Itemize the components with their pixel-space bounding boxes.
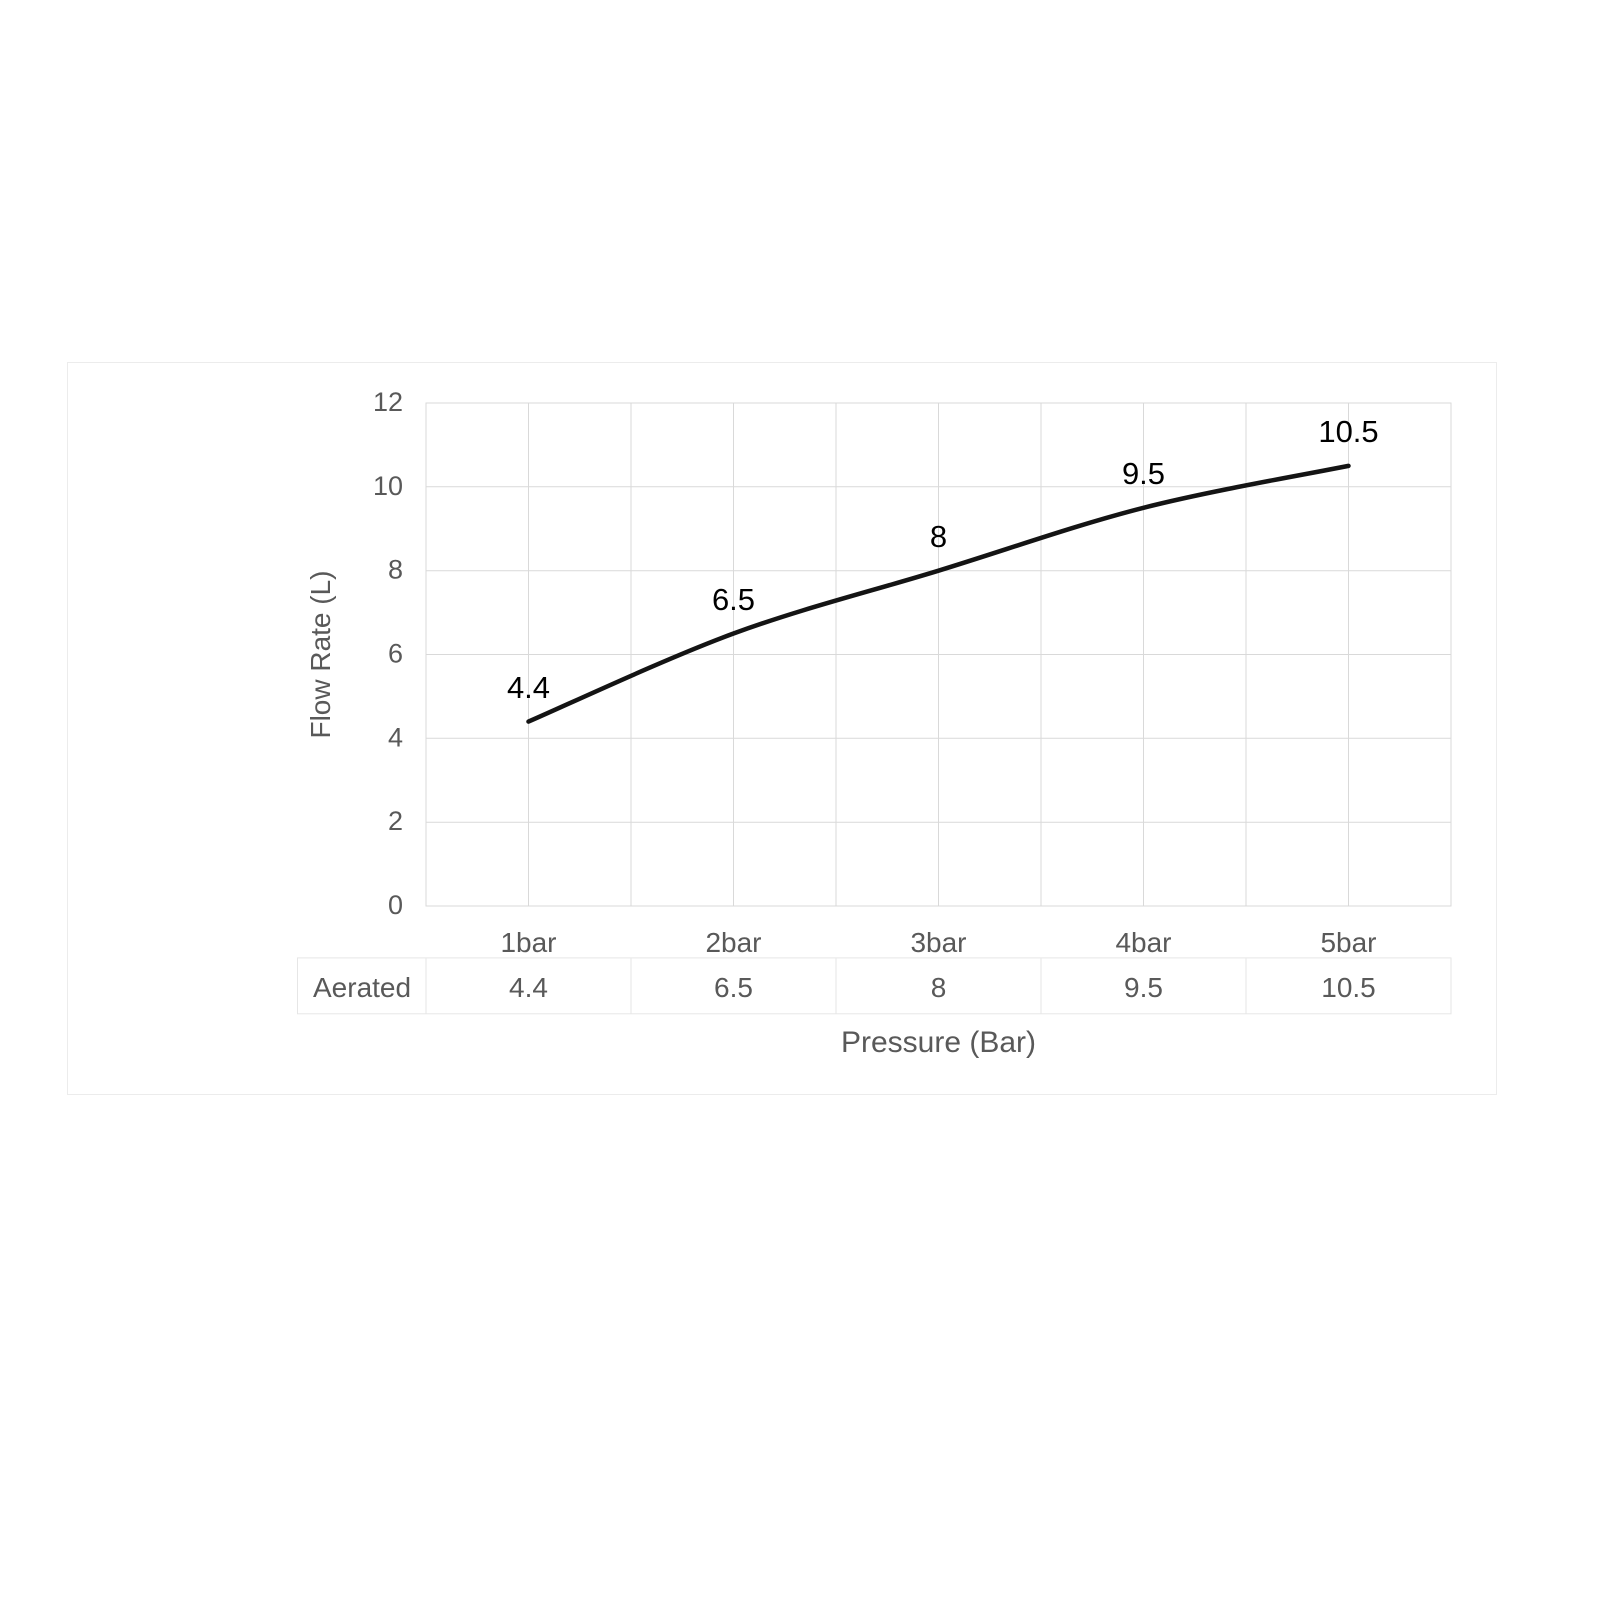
svg-text:0: 0 (388, 890, 403, 920)
svg-text:10.5: 10.5 (1318, 414, 1378, 449)
svg-text:4bar: 4bar (1115, 927, 1171, 958)
svg-text:12: 12 (373, 387, 403, 417)
svg-text:8: 8 (930, 519, 947, 554)
svg-text:Aerated: Aerated (313, 972, 411, 1003)
svg-text:8: 8 (931, 972, 947, 1003)
svg-text:2: 2 (388, 806, 403, 836)
svg-text:2bar: 2bar (705, 927, 761, 958)
svg-text:5bar: 5bar (1320, 927, 1376, 958)
svg-text:10.5: 10.5 (1321, 972, 1376, 1003)
svg-text:6: 6 (388, 639, 403, 669)
svg-text:4: 4 (388, 722, 403, 752)
svg-text:1bar: 1bar (500, 927, 556, 958)
svg-text:Flow Rate (L): Flow Rate (L) (305, 570, 336, 738)
svg-text:10: 10 (373, 471, 403, 501)
svg-text:3bar: 3bar (910, 927, 966, 958)
svg-text:4.4: 4.4 (509, 972, 548, 1003)
svg-text:4.4: 4.4 (507, 670, 550, 705)
svg-text:9.5: 9.5 (1122, 456, 1165, 491)
svg-text:6.5: 6.5 (714, 972, 753, 1003)
svg-text:8: 8 (388, 555, 403, 585)
svg-text:9.5: 9.5 (1124, 972, 1163, 1003)
svg-text:6.5: 6.5 (712, 582, 755, 617)
svg-text:Pressure (Bar): Pressure (Bar) (841, 1026, 1036, 1059)
